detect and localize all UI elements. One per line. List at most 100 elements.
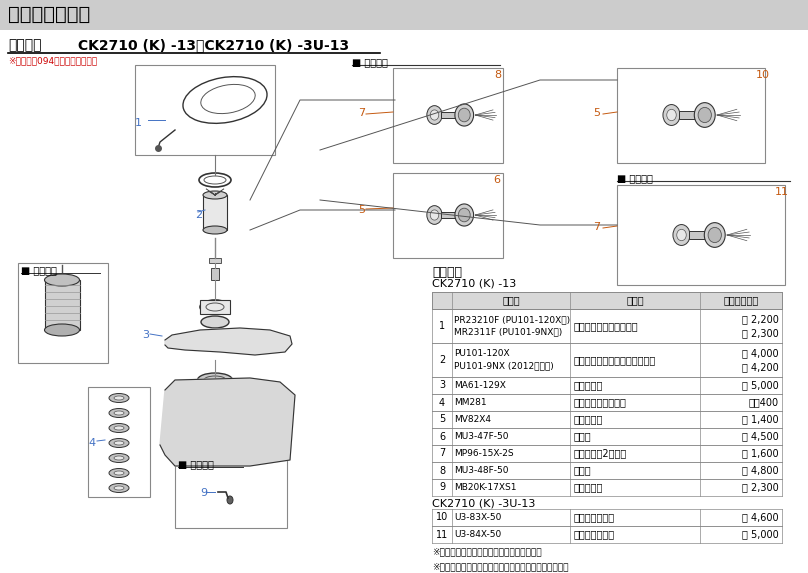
Text: U3-83X-50: U3-83X-50 — [454, 513, 502, 522]
Ellipse shape — [663, 104, 680, 125]
Ellipse shape — [203, 191, 227, 199]
Text: 11: 11 — [436, 529, 448, 540]
Ellipse shape — [109, 484, 129, 493]
Text: ベンリー偏心管: ベンリー偏心管 — [574, 529, 615, 540]
Ellipse shape — [427, 105, 442, 124]
Text: MP96-15X-2S: MP96-15X-2S — [454, 449, 514, 458]
Ellipse shape — [114, 456, 124, 460]
Text: U3-84X-50: U3-84X-50 — [454, 530, 501, 539]
Polygon shape — [160, 378, 295, 466]
Text: CK2710 (K) -13: CK2710 (K) -13 — [432, 279, 516, 289]
Bar — [393, 173, 503, 258]
Ellipse shape — [708, 227, 722, 242]
Ellipse shape — [109, 409, 129, 418]
Text: ･ 4,500: ･ 4,500 — [743, 431, 779, 442]
Text: ■ 寒冷地用: ■ 寒冷地用 — [352, 57, 388, 67]
Ellipse shape — [44, 324, 79, 336]
Ellipse shape — [109, 453, 129, 462]
Ellipse shape — [114, 426, 124, 430]
Text: MU3-47F-50: MU3-47F-50 — [454, 432, 508, 441]
Text: ･ 5,000: ･ 5,000 — [743, 529, 779, 540]
Text: 2: 2 — [439, 355, 445, 365]
Text: MA61-129X: MA61-129X — [454, 381, 506, 390]
Text: シングル混合栓: シングル混合栓 — [8, 5, 90, 24]
Text: 9: 9 — [439, 482, 445, 493]
Text: ･ 2,300: ･ 2,300 — [743, 482, 779, 493]
Text: シングルレバーハンドル: シングルレバーハンドル — [574, 321, 638, 331]
Text: ※表中に品番のない部品は手配できません。: ※表中に品番のない部品は手配できません。 — [432, 547, 541, 556]
Bar — [441, 211, 458, 218]
Ellipse shape — [114, 486, 124, 490]
Bar — [203, 195, 227, 230]
Bar — [175, 456, 287, 528]
Text: 2: 2 — [195, 210, 202, 220]
Bar — [689, 231, 708, 239]
Ellipse shape — [201, 316, 229, 328]
Text: シングルレバー用カートリッジ: シングルレバー用カートリッジ — [574, 355, 656, 365]
Polygon shape — [165, 328, 292, 355]
Text: 品　番: 品 番 — [503, 296, 520, 305]
Ellipse shape — [114, 411, 124, 415]
Bar — [617, 68, 765, 163]
Text: ･ 1,400: ･ 1,400 — [743, 414, 779, 425]
Ellipse shape — [458, 208, 470, 222]
Ellipse shape — [109, 423, 129, 433]
Ellipse shape — [109, 394, 129, 402]
Text: PU101-120X
PU101-9NX (2012年以前): PU101-120X PU101-9NX (2012年以前) — [454, 350, 553, 371]
Ellipse shape — [694, 103, 715, 127]
Text: ･ 2,200
･ 2,300: ･ 2,200 ･ 2,300 — [742, 314, 779, 338]
Text: CK2710 (K) -13・CK2710 (K) -3U-13: CK2710 (K) -13・CK2710 (K) -3U-13 — [73, 38, 349, 52]
Ellipse shape — [197, 373, 233, 387]
Text: 逆止弁コア: 逆止弁コア — [574, 414, 604, 425]
Bar — [432, 292, 782, 309]
Text: CK2710 (K) -3U-13: CK2710 (K) -3U-13 — [432, 498, 536, 508]
Bar — [617, 185, 785, 285]
Ellipse shape — [677, 229, 686, 241]
Text: 4: 4 — [439, 398, 445, 407]
Ellipse shape — [430, 210, 439, 220]
Text: 3: 3 — [439, 380, 445, 391]
Text: MM281: MM281 — [454, 398, 486, 407]
Text: 8: 8 — [494, 70, 501, 80]
Ellipse shape — [114, 396, 124, 400]
Ellipse shape — [455, 104, 473, 126]
Text: 5: 5 — [439, 414, 445, 425]
Ellipse shape — [458, 108, 470, 122]
Ellipse shape — [455, 204, 473, 226]
Ellipse shape — [698, 107, 711, 123]
Text: 偏心管: 偏心管 — [574, 431, 591, 442]
Ellipse shape — [427, 206, 442, 225]
Text: 希望小売価格: 希望小売価格 — [723, 296, 759, 305]
Bar — [393, 68, 503, 163]
Text: MB20K-17XS1: MB20K-17XS1 — [454, 483, 516, 492]
Text: 9: 9 — [200, 488, 207, 498]
Text: ベンリー偏心管: ベンリー偏心管 — [574, 512, 615, 523]
Text: 上付吐水口: 上付吐水口 — [574, 380, 604, 391]
Text: 偏心管: 偏心管 — [574, 465, 591, 476]
Text: 10: 10 — [436, 512, 448, 523]
Text: ･ 4,600: ･ 4,600 — [743, 512, 779, 523]
Bar — [18, 263, 108, 363]
Text: 10: 10 — [756, 70, 770, 80]
Bar — [135, 65, 275, 155]
Text: 4: 4 — [88, 438, 95, 448]
Text: 5: 5 — [593, 108, 600, 118]
Ellipse shape — [705, 223, 726, 248]
Ellipse shape — [109, 438, 129, 448]
Text: 品　名: 品 名 — [626, 296, 644, 305]
Text: 7: 7 — [439, 449, 445, 458]
Bar — [88, 387, 150, 497]
Ellipse shape — [673, 225, 690, 245]
Text: 7: 7 — [593, 222, 600, 232]
Text: ･ 5,000: ･ 5,000 — [743, 380, 779, 391]
Text: 断熱パイプ用整流器: 断熱パイプ用整流器 — [574, 398, 627, 407]
Text: 1: 1 — [135, 118, 142, 128]
Bar — [209, 258, 221, 263]
Text: ※商品は買094をご覧ください。: ※商品は買094をご覧ください。 — [8, 56, 97, 65]
Bar — [441, 112, 458, 119]
Ellipse shape — [109, 469, 129, 477]
Ellipse shape — [667, 109, 676, 121]
Text: ･　400: ･ 400 — [749, 398, 779, 407]
Text: ■ 寒冷地用: ■ 寒冷地用 — [21, 265, 57, 275]
Text: MU3-48F-50: MU3-48F-50 — [454, 466, 508, 475]
